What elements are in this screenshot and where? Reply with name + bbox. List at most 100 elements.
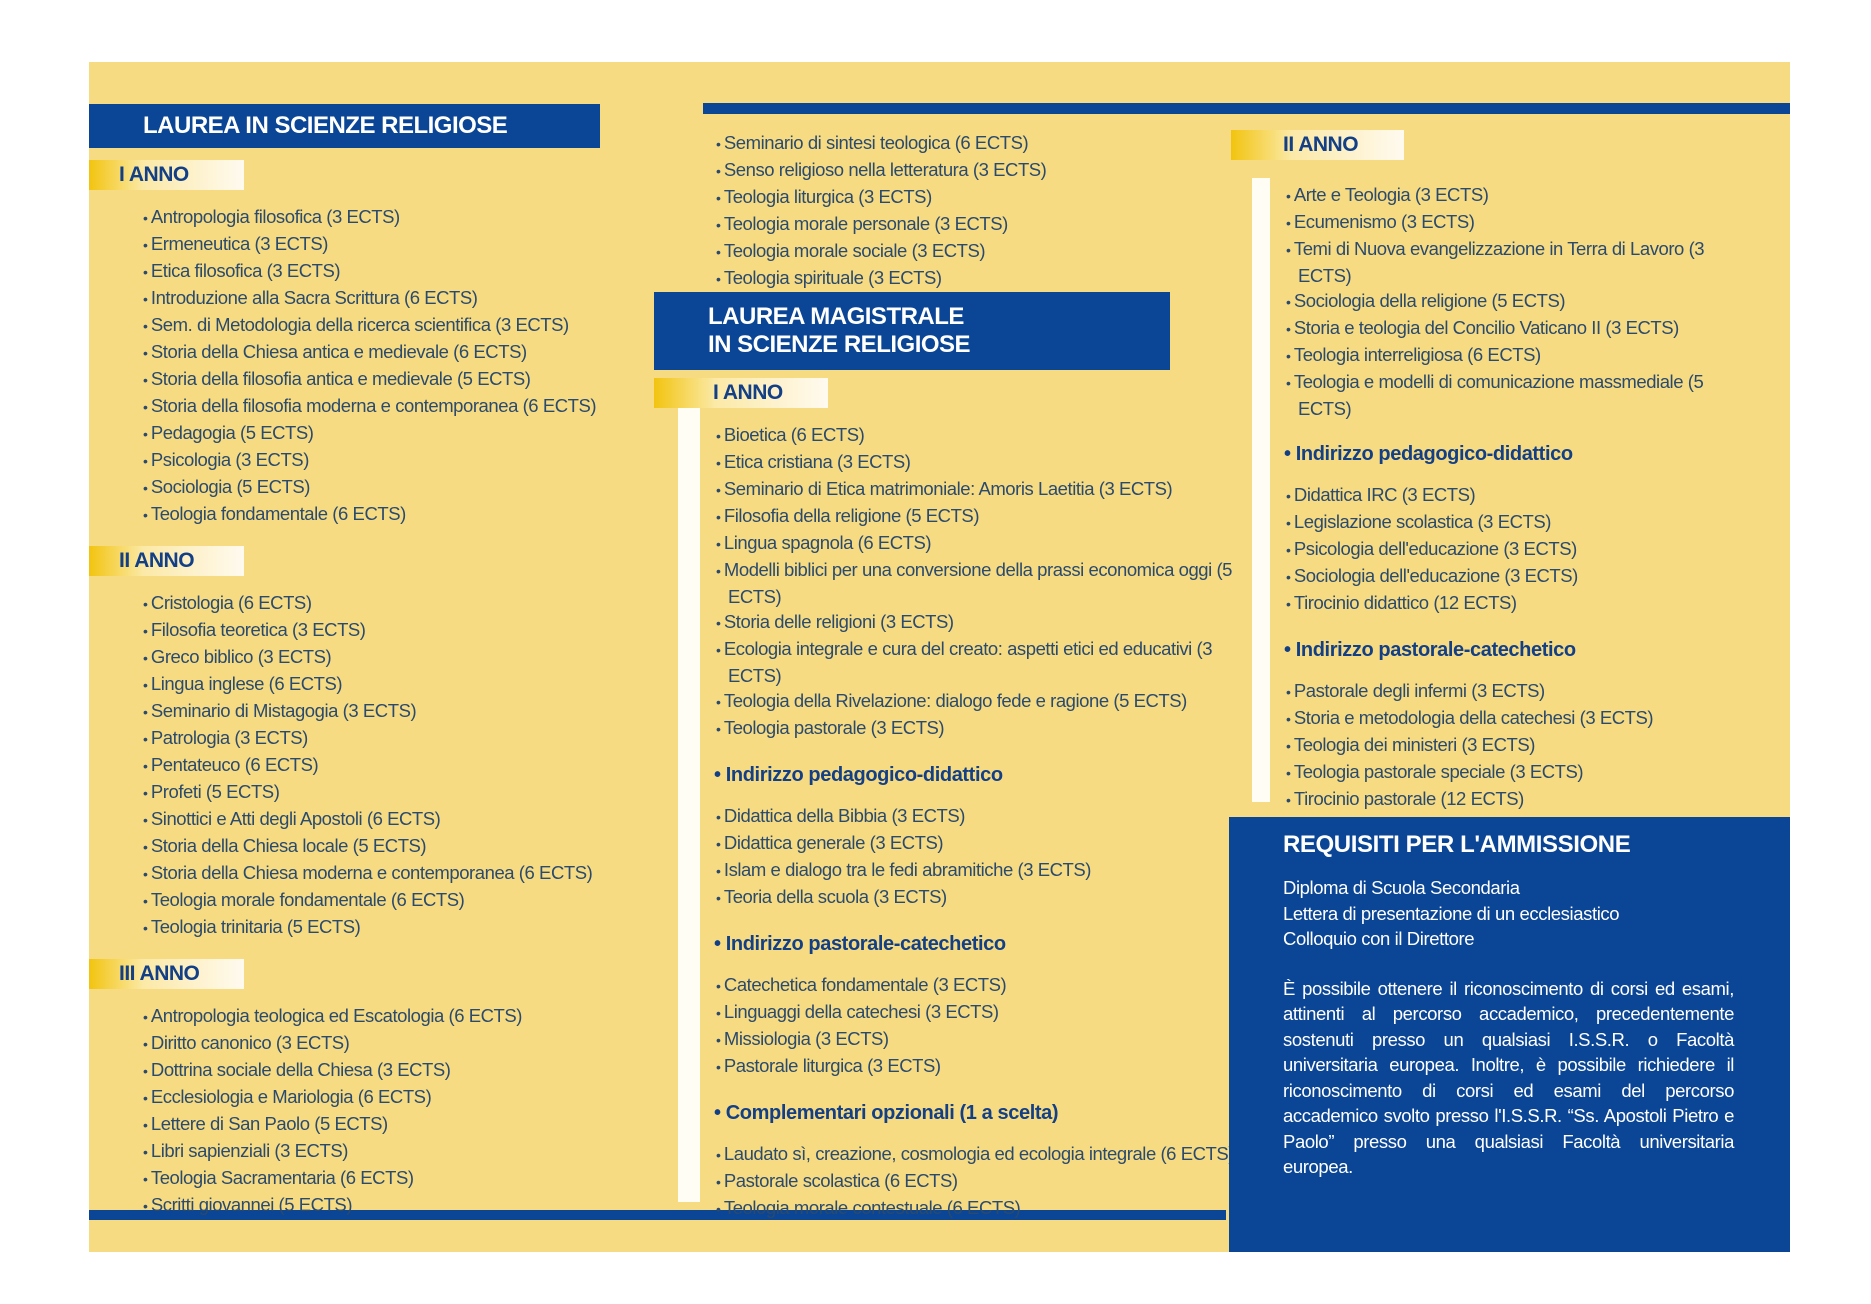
course-item: Teologia pastorale speciale (3 ECTS) — [1286, 759, 1751, 786]
laurea-column: I ANNO Antropologia filosofica (3 ECTS)Er… — [89, 160, 649, 1219]
course-item: Bioetica (6 ECTS) — [716, 422, 1234, 449]
course-item: Pastorale degli infermi (3 ECTS) — [1286, 678, 1751, 705]
course-item: Antropologia filosofica (3 ECTS) — [143, 204, 649, 231]
course-list: Antropologia filosofica (3 ECTS)Ermeneut… — [89, 204, 649, 528]
year-tab-row: III ANNO — [89, 959, 649, 989]
course-item: Laudato sì, creazione, cosmologia ed eco… — [716, 1141, 1235, 1168]
course-item: Storia e metodologia della catechesi (3 … — [1286, 705, 1751, 732]
course-item: Teologia morale personale (3 ECTS) — [716, 211, 1236, 238]
course-item: Profeti (5 ECTS) — [143, 779, 649, 806]
track-heading: • Indirizzo pedagogico-didattico — [1284, 443, 1573, 465]
course-item: Pastorale scolastica (6 ECTS) — [716, 1168, 1234, 1195]
requisiti-line: Diploma di Scuola Secondaria — [1283, 877, 1520, 898]
bottom-divider — [89, 1210, 1226, 1220]
course-item: Etica cristiana (3 ECTS) — [716, 449, 1234, 476]
year-tab: I ANNO — [89, 160, 244, 190]
requisiti-title: REQUISITI PER L'AMMISSIONE — [1283, 831, 1631, 858]
course-item: Linguaggi della catechesi (3 ECTS) — [716, 999, 1234, 1026]
course-item: Seminario di sintesi teologica (6 ECTS) — [716, 130, 1236, 157]
course-item: Arte e Teologia (3 ECTS) — [1286, 182, 1751, 209]
course-item: Greco biblico (3 ECTS) — [143, 644, 649, 671]
course-item: Seminario di Etica matrimoniale: Amoris … — [716, 476, 1234, 503]
course-item: Storia della filosofia moderna e contemp… — [143, 393, 649, 420]
course-list: Pastorale degli infermi (3 ECTS)Storia e… — [1231, 678, 1751, 813]
course-item: Sociologia dell'educazione (3 ECTS) — [1286, 563, 1751, 590]
course-item: Sem. di Metodologia della ricerca scient… — [143, 312, 649, 339]
course-item: Teologia liturgica (3 ECTS) — [716, 184, 1236, 211]
course-item: Storia della Chiesa locale (5 ECTS) — [143, 833, 649, 860]
top-divider — [703, 103, 1790, 114]
course-item: Didattica della Bibbia (3 ECTS) — [716, 803, 1234, 830]
course-item: Lingua spagnola (6 ECTS) — [716, 530, 1234, 557]
course-item: Didattica IRC (3 ECTS) — [1286, 482, 1751, 509]
course-item: Psicologia (3 ECTS) — [143, 447, 649, 474]
track-heading: • Indirizzo pastorale-catechetico — [714, 933, 1006, 955]
course-item: Teologia morale fondamentale (6 ECTS) — [143, 887, 649, 914]
course-item: Tirocinio pastorale (12 ECTS) — [1286, 786, 1751, 813]
course-item: Seminario di Mistagogia (3 ECTS) — [143, 698, 649, 725]
course-item: Teologia morale contestuale (6 ECTS) — [716, 1195, 1234, 1222]
course-item: Filosofia teoretica (3 ECTS) — [143, 617, 649, 644]
column-accent-bar — [1252, 178, 1270, 802]
year-tab-row: I ANNO — [654, 378, 1234, 408]
course-item: Storia delle religioni (3 ECTS) — [716, 609, 1234, 636]
magistrale-column-2: II ANNO Arte e Teologia (3 ECTS)Ecumenism… — [1231, 130, 1751, 813]
magistrale-column: I ANNO Bioetica (6 ECTS)Etica cristiana (… — [654, 378, 1234, 1222]
course-item: Pentateuco (6 ECTS) — [143, 752, 649, 779]
section-title: LAUREA IN SCIENZE RELIGIOSE — [143, 112, 508, 139]
section-title: LAUREA MAGISTRALE — [708, 303, 964, 330]
course-item: Diritto canonico (3 ECTS) — [143, 1030, 649, 1057]
course-item: Senso religioso nella letteratura (3 ECT… — [716, 157, 1236, 184]
course-item: Legislazione scolastica (3 ECTS) — [1286, 509, 1751, 536]
course-item: Patrologia (3 ECTS) — [143, 725, 649, 752]
requisiti-line: Colloquio con il Direttore — [1283, 928, 1475, 949]
course-item: Storia della Chiesa moderna e contempora… — [143, 860, 649, 887]
year-tab: I ANNO — [654, 378, 828, 408]
course-item: Modelli biblici per una conversione dell… — [716, 557, 1234, 609]
course-item: Teologia e modelli di comunicazione mass… — [1286, 369, 1751, 421]
course-item: Lettere di San Paolo (5 ECTS) — [143, 1111, 649, 1138]
course-item: Lingua inglese (6 ECTS) — [143, 671, 649, 698]
course-item: Introduzione alla Sacra Scrittura (6 ECT… — [143, 285, 649, 312]
requisiti-line: Lettera di presentazione di un ecclesias… — [1283, 902, 1620, 924]
course-item: Etica filosofica (3 ECTS) — [143, 258, 649, 285]
course-item: Storia e teologia del Concilio Vaticano … — [1286, 315, 1751, 342]
course-item: Teologia morale sociale (3 ECTS) — [716, 238, 1236, 265]
course-item: Teologia Sacramentaria (6 ECTS) — [143, 1165, 649, 1192]
course-item: Pastorale liturgica (3 ECTS) — [716, 1053, 1234, 1080]
course-list: Arte e Teologia (3 ECTS)Ecumenismo (3 EC… — [1231, 182, 1751, 421]
course-item: Ecumenismo (3 ECTS) — [1286, 209, 1751, 236]
continued-list: Seminario di sintesi teologica (6 ECTS)S… — [716, 130, 1236, 292]
course-item: Ermeneutica (3 ECTS) — [143, 231, 649, 258]
course-item: Storia della filosofia antica e medieval… — [143, 366, 649, 393]
course-item: Sinottici e Atti degli Apostoli (6 ECTS) — [143, 806, 649, 833]
course-list: Antropologia teologica ed Escatologia (6… — [89, 1003, 649, 1219]
requisiti-paragraph: È possibile ottenere il riconoscimento d… — [1283, 977, 1734, 1178]
course-item: Didattica generale (3 ECTS) — [716, 830, 1234, 857]
year-tab: II ANNO — [1231, 130, 1404, 160]
course-item: Teologia spirituale (3 ECTS) — [716, 265, 1236, 292]
track-heading: • Complementari opzionali (1 a scelta) — [714, 1102, 1059, 1124]
course-list: Laudato sì, creazione, cosmologia ed eco… — [654, 1141, 1235, 1222]
laurea-banner: LAUREA IN SCIENZE RELIGIOSE — [89, 104, 600, 148]
course-item: Teologia fondamentale (6 ECTS) — [143, 501, 649, 528]
track-heading: • Indirizzo pedagogico-didattico — [714, 764, 1003, 786]
year-tab-row: II ANNO — [1231, 130, 1751, 160]
course-item: Teologia della Rivelazione: dialogo fede… — [716, 688, 1234, 715]
course-item: Libri sapienziali (3 ECTS) — [143, 1138, 649, 1165]
course-item: Antropologia teologica ed Escatologia (6… — [143, 1003, 649, 1030]
year-tab-row: I ANNO — [89, 160, 649, 190]
column-accent-bar — [678, 408, 700, 1202]
course-item: Psicologia dell'educazione (3 ECTS) — [1286, 536, 1751, 563]
course-item: Teologia trinitaria (5 ECTS) — [143, 914, 649, 941]
section-title: IN SCIENZE RELIGIOSE — [708, 331, 971, 358]
course-item: Missiologia (3 ECTS) — [716, 1026, 1234, 1053]
course-item: Islam e dialogo tra le fedi abramitiche … — [716, 857, 1234, 884]
course-item: Ecologia integrale e cura del creato: as… — [716, 636, 1234, 688]
course-item: Temi di Nuova evangelizzazione in Terra … — [1286, 236, 1751, 288]
course-item: Teologia interreligiosa (6 ECTS) — [1286, 342, 1751, 369]
course-item: Dottrina sociale della Chiesa (3 ECTS) — [143, 1057, 649, 1084]
course-item: Storia della Chiesa antica e medievale (… — [143, 339, 649, 366]
course-list: Cristologia (6 ECTS)Filosofia teoretica … — [89, 590, 649, 941]
course-item: Filosofia della religione (5 ECTS) — [716, 503, 1234, 530]
